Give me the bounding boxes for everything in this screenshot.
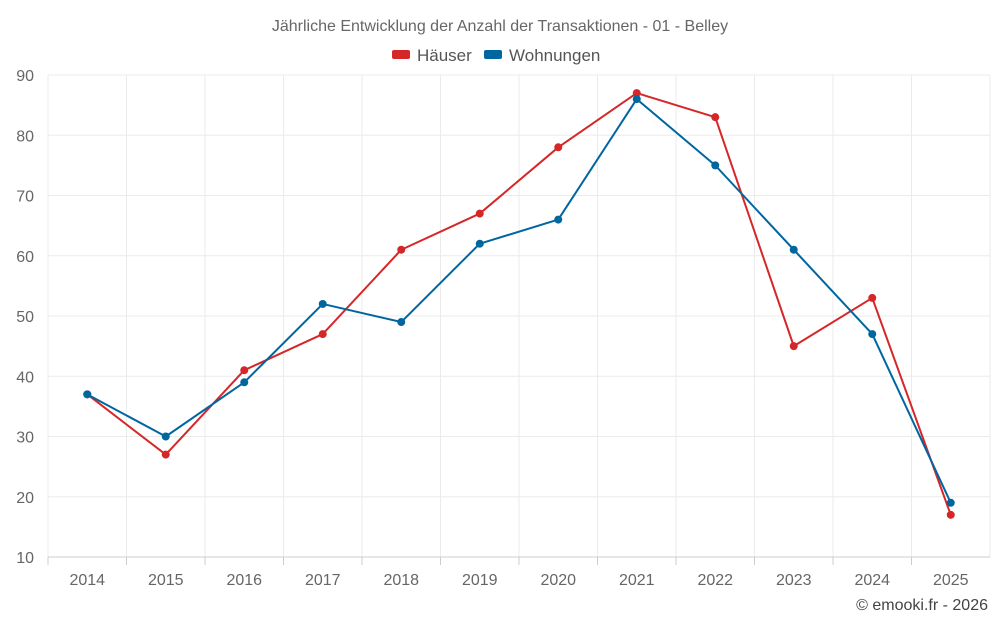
- data-point-wohnungen[interactable]: [161, 432, 170, 441]
- data-point-haeuser[interactable]: [318, 330, 327, 339]
- legend-swatch-haeuser: [392, 50, 410, 59]
- x-axis: 2014 2015 2016 2017 2018 2019 2020 2021 2022 2023…: [47, 556, 990, 589]
- legend-item-wohnungen[interactable]: Wohnungen: [484, 46, 600, 65]
- legend-label-haeuser: Häuser: [417, 46, 472, 65]
- data-point-wohnungen[interactable]: [397, 318, 406, 327]
- data-point-wohnungen[interactable]: [240, 378, 249, 387]
- y-tick-label: 50: [16, 309, 34, 326]
- x-tick-label: 2016: [226, 572, 262, 589]
- y-tick-label: 10: [16, 550, 34, 567]
- data-point-wohnungen[interactable]: [789, 245, 798, 254]
- y-tick-label: 60: [16, 249, 34, 266]
- y-tick-label: 70: [16, 189, 34, 206]
- chart-title: Jährliche Entwicklung der Anzahl der Tra…: [272, 18, 728, 35]
- data-point-haeuser[interactable]: [397, 245, 406, 254]
- data-point-haeuser[interactable]: [868, 293, 877, 302]
- x-tick-label: 2024: [854, 572, 890, 589]
- x-tick-label: 2025: [933, 572, 969, 589]
- x-tick-label: 2022: [697, 572, 733, 589]
- y-tick-label: 90: [16, 68, 34, 85]
- data-point-haeuser[interactable]: [240, 366, 249, 375]
- grid: [47, 74, 991, 558]
- y-tick-label: 30: [16, 430, 34, 447]
- legend-swatch-wohnungen: [484, 50, 502, 59]
- data-point-wohnungen[interactable]: [711, 161, 720, 170]
- data-point-haeuser[interactable]: [161, 450, 170, 459]
- data-point-haeuser[interactable]: [475, 209, 484, 218]
- y-tick-label: 80: [16, 128, 34, 145]
- x-tick-label: 2023: [776, 572, 812, 589]
- data-point-wohnungen[interactable]: [318, 299, 327, 308]
- series-line-haeuser: [86, 92, 952, 516]
- x-tick-label: 2019: [462, 572, 498, 589]
- data-point-haeuser[interactable]: [554, 143, 563, 152]
- series-haeuser: [83, 89, 955, 519]
- data-point-haeuser[interactable]: [711, 113, 720, 122]
- x-tick-label: 2020: [540, 572, 576, 589]
- data-point-wohnungen[interactable]: [946, 498, 955, 507]
- credit-text: © emooki.fr - 2026: [856, 597, 988, 614]
- legend: Häuser Wohnungen: [392, 46, 600, 65]
- legend-label-wohnungen: Wohnungen: [509, 46, 600, 65]
- data-point-wohnungen[interactable]: [632, 95, 641, 104]
- series-wohnungen: [83, 95, 955, 507]
- y-tick-label: 20: [16, 490, 34, 507]
- data-point-wohnungen[interactable]: [554, 215, 563, 224]
- x-tick-label: 2015: [148, 572, 184, 589]
- x-tick-label: 2018: [383, 572, 419, 589]
- data-point-haeuser[interactable]: [789, 342, 798, 351]
- data-point-wohnungen[interactable]: [83, 390, 92, 399]
- series: [83, 89, 955, 519]
- data-point-haeuser[interactable]: [946, 510, 955, 519]
- x-tick-label: 2017: [305, 572, 341, 589]
- data-point-wohnungen[interactable]: [868, 330, 877, 339]
- series-line-wohnungen: [86, 98, 952, 504]
- data-point-haeuser[interactable]: [632, 89, 641, 98]
- x-tick-label: 2021: [619, 572, 655, 589]
- y-tick-label: 40: [16, 369, 34, 386]
- y-axis: 10 20 30 40 50 60 70 80 90: [16, 68, 34, 567]
- data-point-wohnungen[interactable]: [475, 239, 484, 248]
- legend-item-haeuser[interactable]: Häuser: [392, 46, 472, 65]
- x-tick-label: 2014: [69, 572, 105, 589]
